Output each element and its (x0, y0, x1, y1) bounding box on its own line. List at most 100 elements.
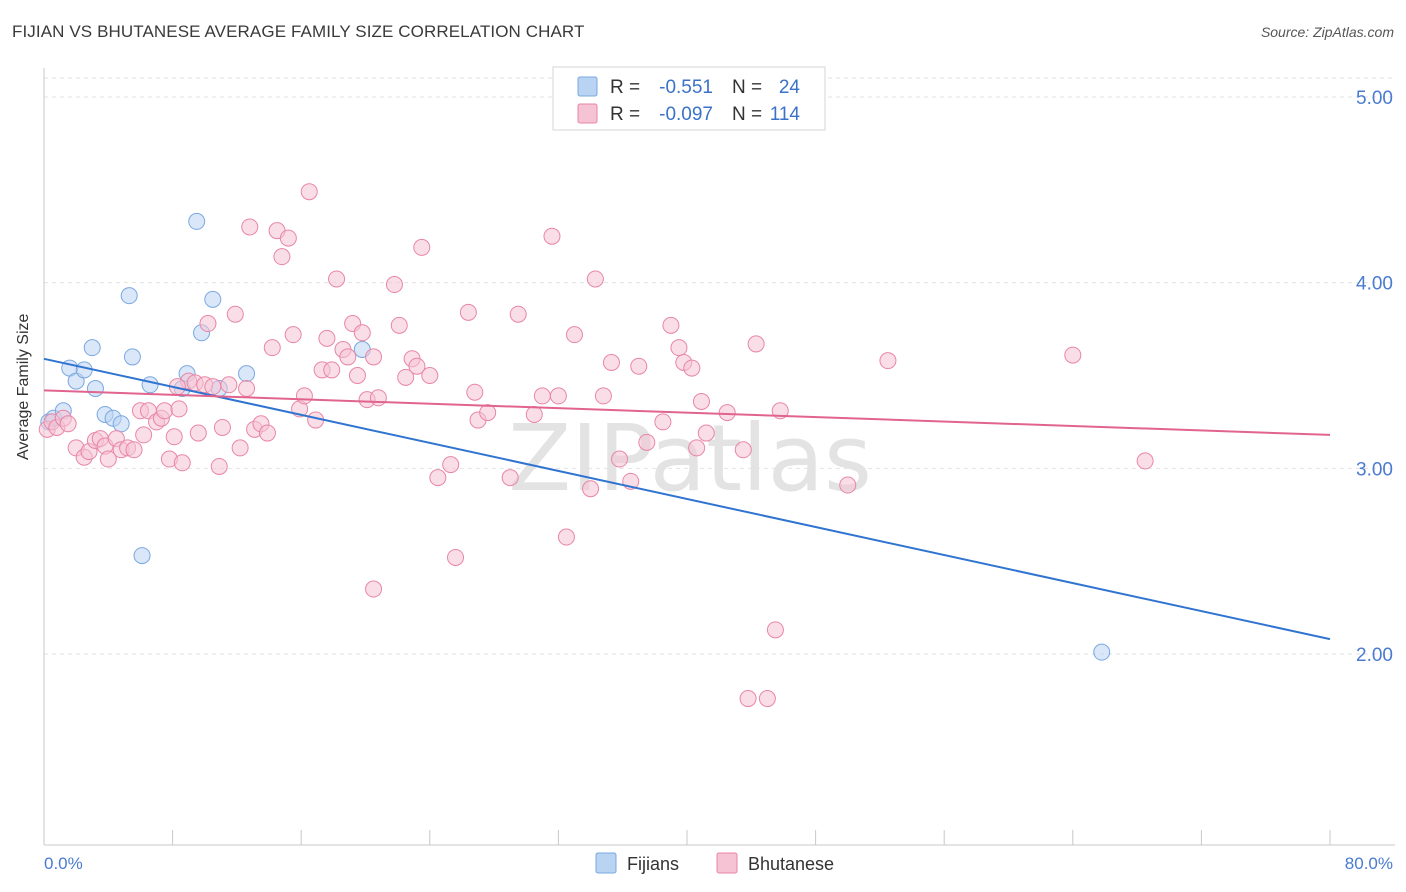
bhutanese-point (385, 276, 403, 294)
bhutanese-point (238, 379, 256, 397)
fijians-point (188, 212, 206, 230)
bhutanese-point (758, 690, 776, 708)
bhutanese-point (339, 348, 357, 366)
bhutanese-point (638, 433, 656, 451)
fijians-point (1093, 643, 1111, 661)
fijians-point (112, 415, 130, 433)
bhutanese-point (683, 359, 701, 377)
bhutanese-point (300, 183, 318, 201)
watermark: ZIPatlas (508, 405, 872, 512)
bhutanese-point (747, 335, 765, 353)
bhutanese-point (766, 621, 784, 639)
bhutanese-point (99, 450, 117, 468)
bhutanese-point (273, 248, 291, 266)
legend-n-label: N = (732, 77, 762, 98)
y-tick-label: 4.00 (1356, 274, 1393, 295)
bhutanese-point (697, 424, 715, 442)
bhutanese-trend-line (43, 389, 1331, 436)
bhutanese-point (421, 367, 439, 384)
bhutanese-point (610, 450, 628, 468)
fijians-bottom-swatch (595, 852, 617, 874)
bhutanese-point (413, 238, 431, 256)
bhutanese-point (369, 389, 387, 407)
bhutanese-point (173, 454, 191, 472)
bhutanese-point (442, 456, 460, 474)
legend-n-value: 24 (779, 77, 801, 98)
bhutanese-bottom-label: Bhutanese (748, 854, 834, 874)
bhutanese-point (586, 270, 604, 288)
bhutanese-point (1136, 452, 1154, 470)
bhutanese-point (156, 402, 174, 420)
bhutanese-point (220, 376, 238, 394)
bhutanese-point (165, 428, 183, 446)
bhutanese-point (1064, 346, 1082, 364)
bhutanese-point (328, 270, 346, 288)
bhutanese-point (263, 339, 281, 357)
bhutanese-point (734, 441, 752, 459)
bhutanese-legend-swatch (577, 103, 598, 124)
fijians-point (133, 547, 151, 565)
bhutanese-point (670, 339, 688, 357)
bhutanese-point (557, 528, 575, 546)
bhutanese-point (170, 400, 188, 418)
bhutanese-point (204, 378, 222, 396)
legend-n-label: N = (732, 104, 762, 125)
bhutanese-point (602, 354, 620, 372)
bhutanese-point (189, 424, 207, 442)
bhutanese-point (459, 303, 477, 321)
bhutanese-point (662, 316, 680, 334)
fijians-point (83, 339, 101, 357)
bhutanese-point (125, 441, 143, 459)
bhutanese-point (630, 357, 648, 375)
bhutanese-point (213, 418, 231, 436)
bhutanese-point (839, 476, 857, 494)
bhutanese-point (718, 404, 736, 422)
bhutanese-point (199, 315, 217, 333)
legend-r-value: -0.097 (659, 104, 713, 125)
bhutanese-point (565, 326, 583, 344)
points-layer (38, 183, 1154, 708)
bhutanese-point (879, 352, 897, 370)
bhutanese-point (323, 361, 341, 379)
bhutanese-bottom-swatch (716, 852, 738, 874)
bhutanese-point (59, 415, 77, 433)
bhutanese-point (509, 305, 527, 323)
bhutanese-point (594, 387, 612, 405)
fijians-bottom-label: Fijians (627, 854, 679, 874)
bhutanese-point (390, 316, 408, 334)
bottom-legend: Fijians Bhutanese (595, 852, 834, 874)
bhutanese-point (258, 424, 276, 442)
fijians-point (120, 287, 138, 305)
bhutanese-point (466, 383, 484, 401)
bhutanese-point (549, 387, 567, 405)
bhutanese-point (654, 413, 672, 431)
fijians-point (238, 365, 256, 383)
bhutanese-point (692, 392, 710, 410)
bhutanese-point (210, 457, 228, 475)
fijians-point (123, 348, 141, 366)
chart-source: Source: ZipAtlas.com (1260, 24, 1394, 40)
bhutanese-point (688, 439, 706, 457)
bhutanese-point (408, 357, 426, 375)
bhutanese-point (525, 405, 543, 423)
fijians-point (75, 361, 93, 379)
legend-r-label: R = (610, 77, 640, 98)
bhutanese-point (365, 348, 383, 366)
y-tick-label: 2.00 (1356, 645, 1393, 666)
bhutanese-point (479, 404, 497, 422)
fijians-legend-swatch (577, 76, 598, 97)
bhutanese-point (295, 387, 313, 405)
legend-r-value: -0.551 (659, 77, 713, 98)
bhutanese-point (533, 387, 551, 405)
legend-r-label: R = (610, 104, 640, 125)
bhutanese-point (241, 218, 259, 236)
axis-layer: 2.00 3.00 4.00 5.00 0.0% 80.0% (43, 68, 1395, 873)
bhutanese-point (279, 229, 297, 247)
chart-title: FIJIAN VS BHUTANESE AVERAGE FAMILY SIZE … (12, 22, 585, 41)
x-tick-label: 0.0% (44, 854, 83, 873)
bhutanese-point (582, 480, 600, 498)
bhutanese-point (284, 326, 302, 344)
legend: R = -0.551 N = 24 R = -0.097 N = 114 (552, 66, 826, 131)
x-tick-label: 80.0% (1345, 854, 1393, 873)
